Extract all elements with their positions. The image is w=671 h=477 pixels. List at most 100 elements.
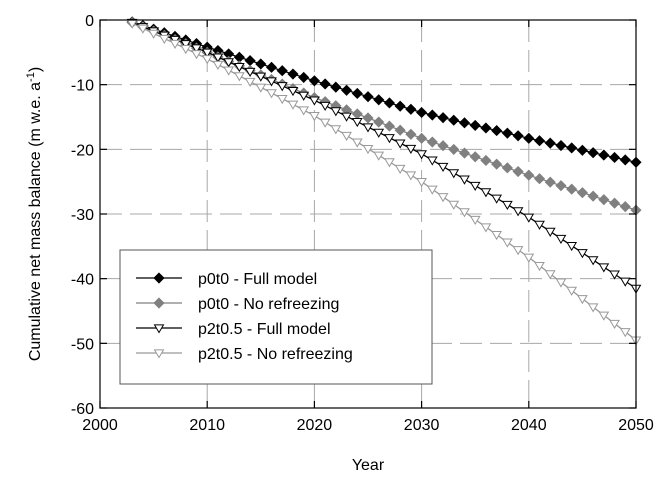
data-point [362,91,374,103]
legend-entry: p2t0.5 - No refreezing [136,346,353,363]
data-point [544,227,556,237]
data-point [309,96,320,106]
data-point [501,162,513,174]
data-point [576,187,588,199]
data-point [255,58,267,70]
data-point [566,183,578,195]
legend: p0t0 - Full model p0t0 - No refreezing p2t… [119,249,433,385]
data-point [298,106,310,116]
data-point [351,108,363,120]
data-point [491,125,503,137]
data-point [351,87,363,100]
data-point [341,131,352,141]
data-point [437,140,449,152]
data-point [512,165,524,178]
data-point [191,44,202,54]
y-tick-label: -30 [71,207,94,224]
data-point [501,200,513,211]
data-point [233,72,245,82]
data-point [426,156,438,166]
data-point [512,207,524,217]
data-point [362,145,374,155]
data-point [480,154,492,167]
data-point [459,208,470,218]
data-point [319,101,331,112]
data-point [233,63,245,73]
data-point [448,200,460,210]
data-point [153,324,165,334]
data-point [416,132,428,144]
legend-label: p0t0 - No refreezing [198,296,339,313]
data-point [523,132,535,144]
data-point [265,61,278,73]
legend-entry: p0t0 - Full model [136,271,317,288]
data-point [566,286,578,296]
data-point [308,75,320,87]
data-point [469,181,481,192]
y-tick-label: 0 [85,13,94,30]
data-point [180,44,192,55]
y-axis-title-sup: -1 [25,72,37,82]
data-point [309,112,320,122]
x-tick-label: 2050 [618,417,654,434]
data-point [459,175,470,185]
data-point [191,50,202,60]
y-tick-label: -20 [71,142,94,159]
data-point [598,149,610,161]
legend-label: p2t0.5 - Full model [198,321,331,338]
data-point [362,123,374,133]
data-point [608,151,621,164]
data-point [566,242,578,252]
data-point [373,116,385,128]
data-point [383,120,396,132]
data-point [587,147,599,159]
data-point [394,124,406,136]
data-point [608,197,621,209]
data-point [319,78,331,90]
x-tick-label: 2000 [82,417,118,434]
data-point [598,311,610,321]
data-point [373,151,385,161]
data-point [458,147,471,159]
data-point [448,169,460,179]
data-point [201,48,213,58]
data-point [469,151,481,163]
data-point [148,29,159,39]
data-point [330,107,342,117]
data-point [153,272,165,284]
data-point [394,164,406,174]
data-point [266,77,277,87]
y-axis-title: Cumulative net mass balance (m w.e. a-1) [25,67,44,361]
data-point [577,249,588,259]
data-point [491,230,503,241]
data-point [255,72,267,82]
data-point [416,150,427,160]
data-point [587,190,599,202]
data-point [458,117,471,129]
y-tick-label: -60 [71,401,94,418]
data-point [609,270,620,280]
data-point [544,270,556,280]
data-point [158,34,170,44]
data-point [448,114,460,126]
data-point [266,89,277,99]
data-point [609,319,620,330]
data-point [577,295,588,305]
data-point [373,94,385,106]
legend-entry: p0t0 - No refreezing [136,296,339,313]
data-point [544,176,556,188]
data-point [394,100,406,112]
data-point [480,122,492,134]
data-point [491,158,503,170]
data-point [330,81,342,93]
data-point [437,193,449,203]
data-point [523,253,535,263]
data-point [533,173,546,185]
data-point [480,188,492,198]
data-point [341,112,352,122]
data-point [469,215,481,225]
y-axis-title-main: Cumulative net mass balance (m w.e. a [27,82,44,361]
data-point [212,60,224,70]
tick-labels: 2000 2010 2020 2030 2040 2050 0 -10 -20 -30 -40 -50… [71,13,654,434]
